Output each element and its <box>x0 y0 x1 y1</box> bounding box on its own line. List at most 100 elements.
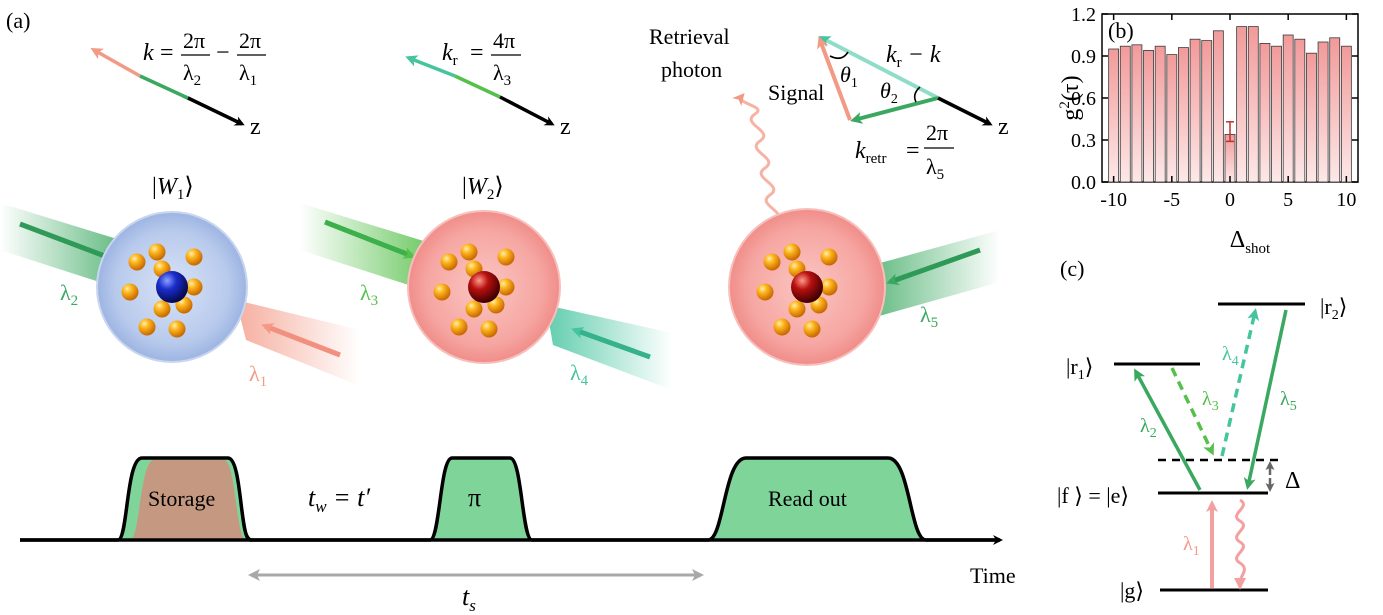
gold-atom <box>773 318 791 336</box>
bar <box>1108 48 1120 183</box>
svg-text:λ1: λ1 <box>239 60 257 89</box>
bar <box>1166 54 1178 183</box>
gold-atom <box>460 243 478 261</box>
gold-atom <box>121 283 139 301</box>
x-tick-label: 10 <box>1336 189 1356 211</box>
x-tick-label: 0 <box>1225 189 1235 211</box>
svg-text:λ5: λ5 <box>926 154 944 183</box>
gold-atom <box>803 320 821 338</box>
level-r1-label: |r1⟩ <box>1066 354 1093 383</box>
svg-text:ts: ts <box>462 582 476 615</box>
x-axis-label: Δshot <box>1230 227 1271 257</box>
blue-core-atom <box>156 271 188 303</box>
time-axis-label: Time <box>970 563 1016 588</box>
z-axis-label: z <box>560 114 571 140</box>
gold-atom <box>185 278 203 296</box>
storage-pulse-label: Storage <box>148 486 215 511</box>
retrieval-label: Retrieval <box>649 24 730 49</box>
gold-atom <box>440 253 458 271</box>
y-tick-label: 0.3 <box>1071 130 1096 152</box>
svg-text:kr − k: kr − k <box>886 42 941 71</box>
gold-atom <box>763 253 781 271</box>
gold-atom <box>185 248 203 266</box>
bar <box>1271 45 1282 183</box>
gold-atom <box>788 300 806 318</box>
energy-level-diagram: (c) |r2⟩ |r1⟩ |f ⟩ = |e⟩ |g⟩ Δ λ2 λ3 λ4 … <box>1057 256 1347 603</box>
trans-l3-label: λ3 <box>1202 388 1219 414</box>
gold-atom <box>783 243 801 261</box>
panel-label-b: (b) <box>1108 18 1134 43</box>
z-axis-label: z <box>250 114 261 140</box>
trans-l1-label: λ1 <box>1183 533 1200 559</box>
x-tick-label: -10 <box>1100 189 1127 211</box>
gold-atom <box>497 248 515 266</box>
state-w2-label: |W2⟩ <box>462 174 504 203</box>
k-vector-diagram: z k = 2π λ2 − 2π λ1 <box>90 28 266 140</box>
gold-atom <box>820 278 838 296</box>
gold-atom <box>153 300 171 318</box>
trans-l5-label: λ5 <box>1280 388 1297 414</box>
detuning-label: Δ <box>1285 468 1300 494</box>
level-r2-label: |r2⟩ <box>1320 294 1347 323</box>
bar <box>1259 43 1271 183</box>
svg-text:θ2: θ2 <box>880 78 898 107</box>
gold-atom <box>433 283 451 301</box>
bar <box>1340 45 1352 183</box>
bar <box>1236 26 1248 183</box>
svg-text:=: = <box>470 40 484 66</box>
photon-label: photon <box>661 57 722 82</box>
fraction-numerator: 2π <box>239 28 261 53</box>
readout-pulse-label: Read out <box>768 486 847 511</box>
bar <box>1317 41 1329 183</box>
bar <box>1178 47 1189 183</box>
svg-text:λ2: λ2 <box>183 60 201 89</box>
atom-spheres <box>121 243 838 338</box>
z-axis-label: z <box>998 114 1009 140</box>
bar <box>1282 34 1294 183</box>
red-core-atom <box>468 271 500 303</box>
g2-bar-chart: (b) g2(τ) Δshot -10 -5 0 5 10 0.0 0.3 0.6 0.9 1.… <box>1057 4 1359 257</box>
beam-label-l4: λ4 <box>570 360 589 389</box>
pulse-timeline: Storage tw = t′ π Read out Time ts <box>20 456 1016 615</box>
red-core-atom <box>791 271 823 303</box>
beam-label-l1: λ1 <box>249 361 267 390</box>
wavevector-triangle: z kr − k Signal θ1 θ2 kretr = 2π λ5 <box>768 36 1009 183</box>
y-axis-label: g2(τ) <box>1057 75 1084 120</box>
svg-text:tw = t′: tw = t′ <box>308 483 370 516</box>
level-fe-label: |f ⟩ = |e⟩ <box>1057 483 1129 508</box>
bar <box>1131 44 1143 183</box>
gold-atom <box>168 320 186 338</box>
panel-label-c: (c) <box>1060 256 1084 281</box>
svg-text:θ1: θ1 <box>840 62 858 91</box>
gold-atom <box>465 300 483 318</box>
x-tick-label: 5 <box>1283 189 1293 211</box>
minus-sign: − <box>216 40 230 66</box>
x-tick-label: -5 <box>1163 189 1180 211</box>
level-g-label: |g⟩ <box>1120 578 1144 603</box>
bar <box>1212 30 1224 183</box>
y-tick-label: 0.0 <box>1071 172 1096 194</box>
pi-pulse-label: π <box>468 483 481 512</box>
gold-atom <box>128 253 146 271</box>
bar <box>1201 40 1213 183</box>
svg-text:=: = <box>906 138 920 164</box>
beam-label-l3: λ3 <box>360 280 378 309</box>
gold-atom <box>820 248 838 266</box>
gold-atom <box>148 243 166 261</box>
retrieval-photon: Retrieval photon <box>649 24 781 224</box>
k-symbol: k <box>143 40 154 66</box>
bar <box>1329 37 1341 183</box>
kr-vector-diagram: z kr = 4π λ3 <box>405 28 571 140</box>
bar <box>1119 45 1131 183</box>
svg-text:=: = <box>160 40 174 66</box>
gold-atom <box>497 278 515 296</box>
y-tick-label: 0.6 <box>1071 88 1096 110</box>
bar <box>1189 38 1201 183</box>
bar <box>1306 52 1317 183</box>
panel-label-a: (a) <box>6 8 30 33</box>
fraction-numerator: 2π <box>183 28 205 53</box>
svg-text:kr: kr <box>442 40 458 69</box>
gold-atom <box>450 318 468 336</box>
bar <box>1247 26 1259 183</box>
